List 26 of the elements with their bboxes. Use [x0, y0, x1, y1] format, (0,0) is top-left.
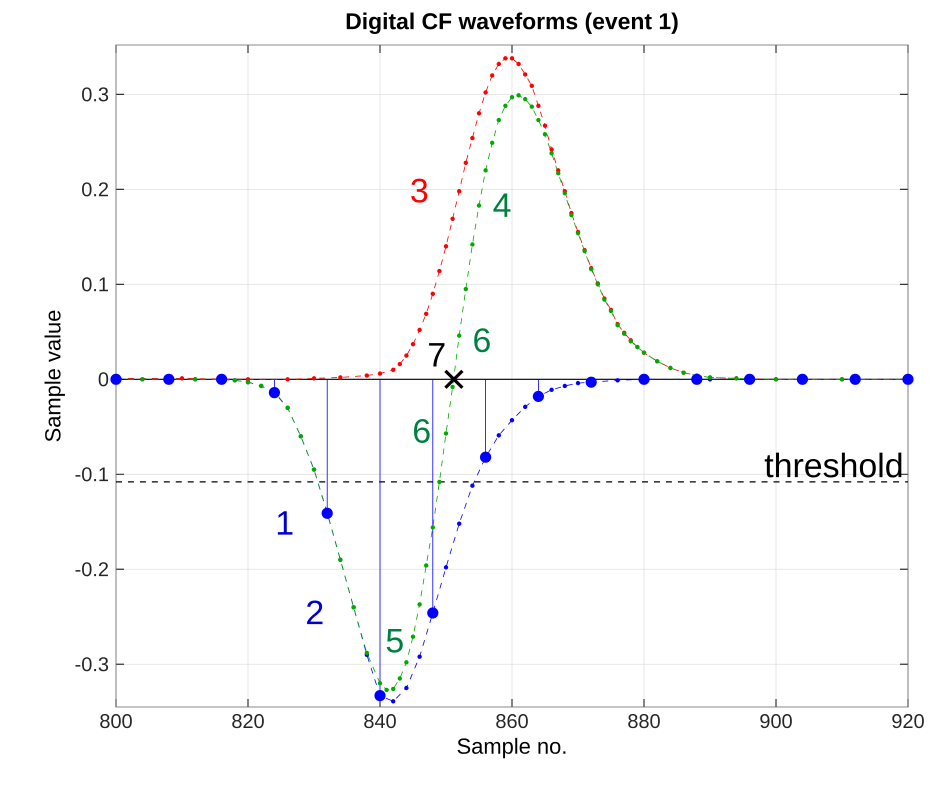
- annotation: 4: [493, 194, 511, 217]
- x-axis-title: Sample no.: [458, 738, 566, 758]
- x-tick-label: 820: [232, 714, 264, 728]
- ref-line-label: threshold: [764, 452, 902, 478]
- x-tick-label: 880: [628, 714, 660, 728]
- x-tick-label: 920: [892, 714, 924, 728]
- annotation: 6: [414, 418, 430, 443]
- chart-title: Digital CF waveforms (event 1): [346, 12, 678, 34]
- x-tick-label: 800: [100, 714, 132, 728]
- annotation: 2: [307, 600, 323, 624]
- y-tick-label: 0: [98, 372, 108, 386]
- y-tick-label: -0.1: [76, 467, 108, 482]
- annotation: 7: [429, 343, 444, 366]
- y-tick-label: -0.3: [76, 657, 108, 672]
- x-tick-label: 840: [364, 714, 396, 728]
- y-tick-label: 0.3: [82, 87, 108, 102]
- y-axis-title: Sample value: [44, 310, 65, 442]
- y-tick-label: 0.1: [82, 277, 108, 292]
- x-tick-label: 860: [496, 714, 528, 728]
- x-tick-label: 900: [760, 714, 792, 728]
- y-tick-label: -0.2: [76, 562, 108, 576]
- annotation: 5: [386, 628, 403, 653]
- annotation: 3: [411, 178, 428, 203]
- annotation: 1: [278, 511, 292, 535]
- y-tick-label: 0.2: [82, 182, 108, 196]
- annotation: 6: [474, 328, 490, 352]
